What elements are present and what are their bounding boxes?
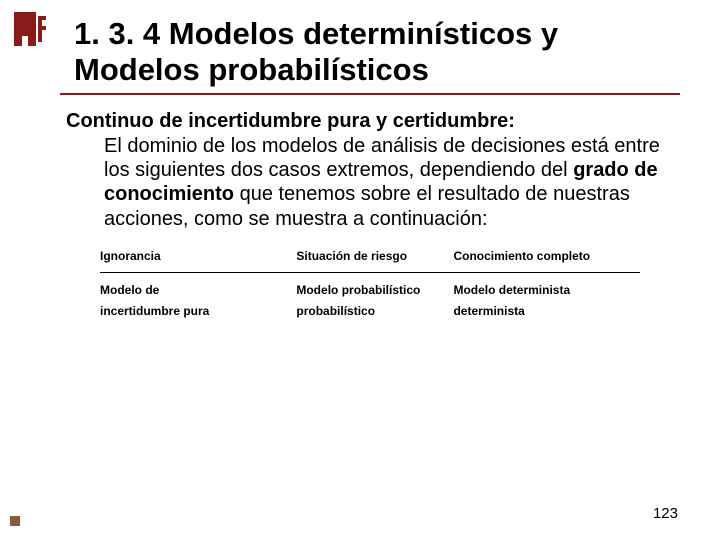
diagram-cell: Situación de riesgo (296, 249, 453, 264)
diagram-cell: Modelo determinista (453, 283, 640, 298)
slide-title: 1. 3. 4 Modelos determinísticos y Modelo… (60, 16, 680, 87)
institution-logo (8, 8, 50, 50)
body-indented: El dominio de los modelos de análisis de… (66, 134, 674, 232)
accent-square-icon (10, 516, 20, 526)
diagram-cell: probabilístico (296, 304, 453, 319)
title-underline (60, 93, 680, 95)
diagram-cell: Modelo de (100, 283, 296, 298)
continuum-diagram: Ignorancia Situación de riesgo Conocimie… (100, 249, 640, 319)
diagram-cell: determinista (453, 304, 640, 319)
slide-container: 1. 3. 4 Modelos determinísticos y Modelo… (0, 0, 720, 540)
body-subtitle: Continuo de incertidumbre pura y certidu… (66, 110, 515, 132)
diagram-axis-line (100, 272, 640, 273)
diagram-cell: Ignorancia (100, 249, 296, 264)
diagram-row-3: incertidumbre pura probabilístico determ… (100, 304, 640, 319)
diagram-header-row: Ignorancia Situación de riesgo Conocimie… (100, 249, 640, 264)
diagram-cell: Conocimiento completo (453, 249, 640, 264)
diagram-row-2: Modelo de Modelo probabilístico Modelo d… (100, 283, 640, 298)
diagram-cell: incertidumbre pura (100, 304, 296, 319)
diagram-cell: Modelo probabilístico (296, 283, 453, 298)
page-number: 123 (653, 505, 678, 522)
body-paragraph: Continuo de incertidumbre pura y certidu… (60, 109, 680, 231)
